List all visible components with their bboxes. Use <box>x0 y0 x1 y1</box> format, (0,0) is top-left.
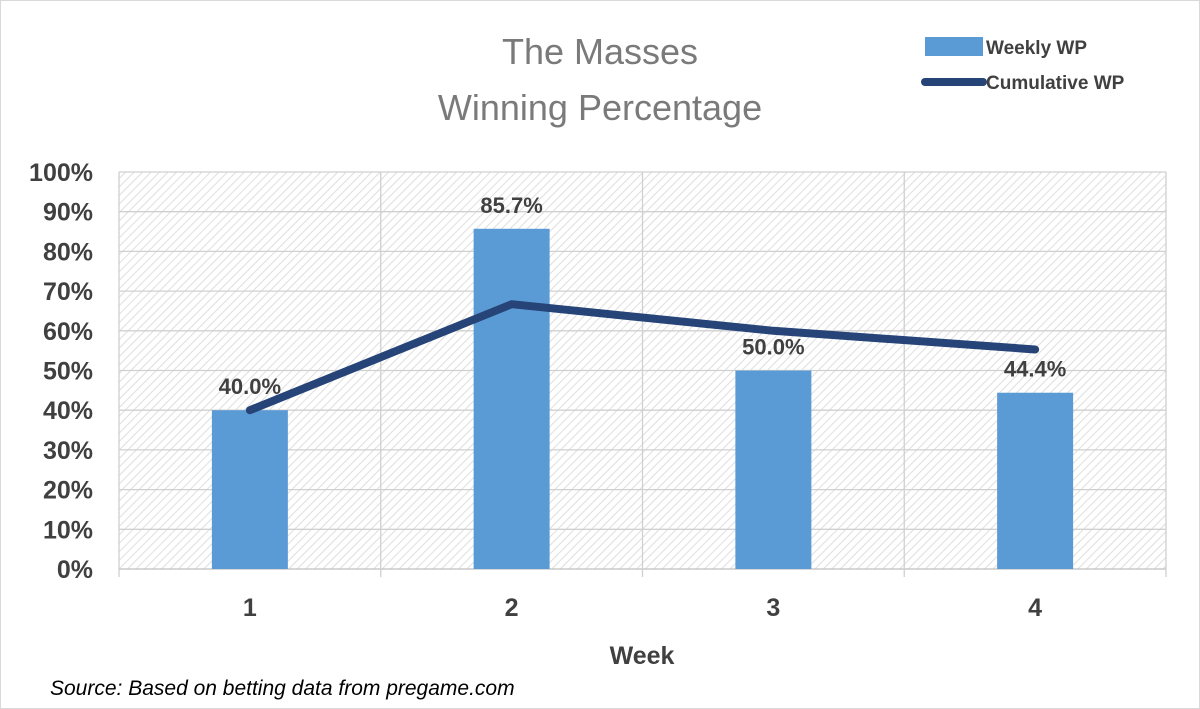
y-tick-label: 80% <box>43 238 93 266</box>
y-tick-label: 10% <box>43 516 93 544</box>
legend-label-cumulative-wp: Cumulative WP <box>986 73 1125 94</box>
bar-data-label: 50.0% <box>742 335 804 360</box>
x-tick-label: 2 <box>505 594 519 622</box>
y-axis-ticks: 0% 10% 20% 30% 40% 50% 60% 70% 80% 90% 100% <box>29 159 93 584</box>
bar-data-label: 85.7% <box>480 193 542 218</box>
cumulative-line <box>245 300 1040 415</box>
x-tick-label: 1 <box>243 594 257 622</box>
y-tick-label: 40% <box>43 397 93 425</box>
bar-data-labels: 40.0% 85.7% 50.0% 44.4% <box>219 193 1067 399</box>
legend-label-weekly-wp: Weekly WP <box>986 38 1087 59</box>
chart-title-line-2: Winning Percentage <box>438 87 762 128</box>
legend: Weekly WP Cumulative WP <box>921 37 1125 94</box>
y-tick-label: 30% <box>43 437 93 465</box>
y-tick-label: 50% <box>43 358 93 386</box>
y-tick-label: 90% <box>43 199 93 227</box>
x-axis-ticks: 1 2 3 4 <box>243 594 1042 622</box>
bar <box>735 370 812 569</box>
x-tick-label: 3 <box>766 594 780 622</box>
legend-swatch-weekly-wp <box>925 37 983 56</box>
x-axis-title: Week <box>610 642 675 670</box>
gridlines <box>118 171 1167 577</box>
y-tick-label: 60% <box>43 318 93 346</box>
y-tick-label: 0% <box>57 556 93 584</box>
x-tick-label: 4 <box>1028 594 1042 622</box>
bar <box>211 410 288 569</box>
bar-data-label: 44.4% <box>1004 357 1066 382</box>
y-tick-label: 70% <box>43 278 93 306</box>
bar <box>997 392 1074 569</box>
y-tick-label: 100% <box>29 159 93 187</box>
line-series <box>245 300 1040 415</box>
bar <box>473 228 550 569</box>
source-note: Source: Based on betting data from prega… <box>50 677 515 700</box>
bar-data-label: 40.0% <box>219 374 281 399</box>
bar-series <box>211 228 1074 569</box>
y-tick-label: 20% <box>43 477 93 505</box>
chart-title-line-1: The Masses <box>502 31 698 72</box>
